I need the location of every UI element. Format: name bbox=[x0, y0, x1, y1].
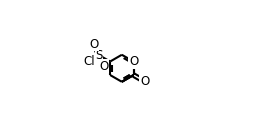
Text: O: O bbox=[100, 60, 109, 73]
Text: Cl: Cl bbox=[84, 55, 95, 68]
Text: O: O bbox=[140, 75, 149, 88]
Text: S: S bbox=[95, 49, 103, 62]
Text: O: O bbox=[89, 38, 99, 51]
Text: O: O bbox=[129, 55, 138, 68]
